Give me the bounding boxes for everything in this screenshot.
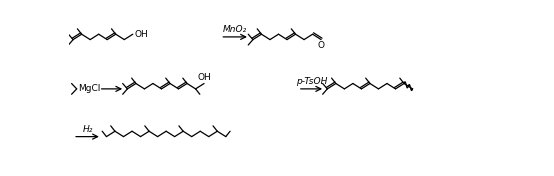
Text: MnO₂: MnO₂ (223, 25, 247, 34)
Text: p-TsOH: p-TsOH (296, 77, 327, 86)
Text: OH: OH (135, 30, 148, 39)
Text: H₂: H₂ (83, 125, 93, 134)
Text: O: O (317, 41, 325, 50)
Text: MgCl: MgCl (78, 84, 101, 93)
Text: OH: OH (197, 73, 211, 82)
